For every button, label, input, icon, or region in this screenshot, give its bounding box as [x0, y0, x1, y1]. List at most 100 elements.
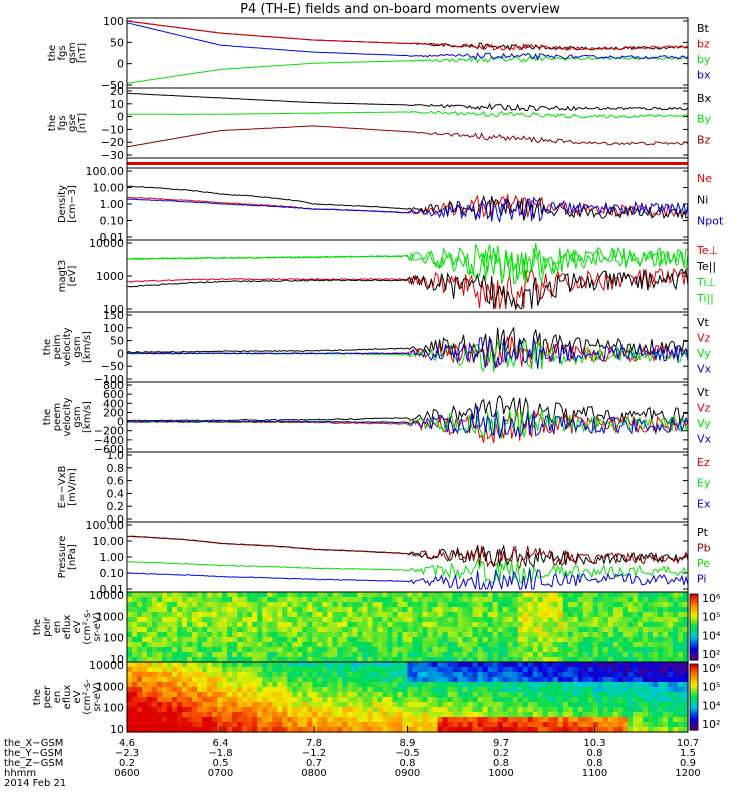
y-axis-label: the [32, 619, 43, 635]
panel-fgs-gsm: 100 50 0 −50 the fgs gsm [nT] Bt bz by bx [47, 15, 711, 92]
legend-entry: Ti|| [696, 292, 714, 305]
x-row-value: 0900 [395, 768, 420, 779]
x-row-value: −0.5 [395, 748, 419, 759]
y-tick-label: 1000 [96, 270, 124, 283]
series-line-By [127, 110, 689, 119]
y-tick-label: 1000 [96, 610, 124, 623]
legend-entry: Bx [697, 92, 712, 105]
y-axis-label: (cm²-s- [82, 679, 93, 715]
legend-entry: Vt [697, 316, 710, 329]
series-line-Bt [126, 20, 689, 52]
y-axis-label: sr-eV) [92, 682, 103, 711]
series-line-by [126, 55, 689, 84]
status-bar [127, 162, 688, 165]
date-label: 2014 Feb 21 [4, 778, 66, 789]
y-tick-label: 50 [110, 36, 124, 49]
x-row-value: 0.8 [400, 758, 416, 769]
y-axis-label: en [52, 621, 63, 634]
y-tick-label: 20 [110, 85, 124, 98]
y-axis-label: (cm²-s- [82, 609, 93, 645]
legend-entry: bx [697, 69, 711, 82]
legend-entry: Pi [697, 573, 706, 586]
series-line-Pi [127, 568, 689, 591]
panel-frame [126, 311, 689, 383]
series-line-Vx [126, 337, 689, 369]
series-line-Bz [126, 125, 689, 148]
x-row-value: 1100 [582, 768, 607, 779]
y-tick-label: 10 [110, 98, 124, 111]
x-row-label: hhmm [4, 768, 36, 779]
series-line-Te⊥ [126, 266, 689, 310]
y-tick-label: 1.00 [100, 198, 125, 211]
x-row-value: 10.3 [583, 738, 605, 749]
y-tick-label: 10 [110, 653, 124, 666]
y-axis-label: velocity [62, 327, 73, 366]
x-row-value: 0700 [208, 768, 233, 779]
legend-entry: Te⊥ [696, 244, 718, 257]
x-row-value: 9.7 [493, 738, 509, 749]
panel-frame [126, 451, 689, 523]
legend-entry: bz [697, 38, 710, 51]
y-axis-label: peir [42, 616, 53, 636]
x-row-value: 0600 [114, 768, 139, 779]
y-axis-label: magt3 [57, 260, 68, 293]
y-tick-label: 0.6 [107, 475, 125, 488]
series-line-Vt [126, 394, 689, 430]
y-axis-label: [mV/m] [67, 468, 78, 506]
x-row-label: the_Y−GSM [4, 748, 63, 759]
x-row-label: the_Z−GSM [4, 758, 63, 769]
series-line-Pe [126, 558, 689, 584]
legend-entry: Pe [697, 557, 710, 570]
panel-efield: 1.00.80.60.40.20.0 E=−VxB [mV/m] Ez Ey Ex [57, 449, 711, 526]
x-axis-annotations: the_X−GSM 4.6 6.4 7.8 8.9 9.7 10.3 10.7 the_Y−GS… [4, 726, 701, 789]
x-row-value: 6.4 [213, 738, 229, 749]
peir-spectrogram-cells [127, 592, 689, 663]
legend-entry: Vy [697, 417, 711, 430]
y-tick-label: −10 [101, 123, 124, 136]
legend-entry: Ex [697, 497, 711, 510]
y-tick-label: −50 [101, 79, 124, 92]
panel-frame [126, 17, 689, 89]
legend-entry: Pb [697, 542, 711, 555]
y-axis-label: gsm [72, 406, 83, 427]
y-tick-label: 100 [103, 702, 124, 715]
legend-entry: Vz [697, 332, 711, 345]
series-line-Vx [126, 406, 689, 439]
x-row-value: 0.5 [213, 758, 229, 769]
y-tick-label: 0.2 [107, 500, 125, 513]
legend-entry: Pt [697, 526, 709, 539]
y-tick-label: 0.01 [100, 583, 125, 596]
legend-entry: Ti⊥ [696, 276, 716, 289]
x-row-value: 4.6 [119, 738, 135, 749]
y-axis-label: fgs [57, 115, 68, 130]
x-row-value: −1.8 [208, 748, 232, 759]
y-axis-label: eV [72, 690, 83, 703]
legend-entry: Npot [697, 215, 724, 228]
legend-entry: By [697, 113, 712, 126]
series-line-Pb [126, 535, 689, 570]
y-tick-label: 10 [110, 723, 124, 736]
y-axis-label: fgs [57, 45, 68, 60]
y-tick-label: 0.4 [107, 487, 125, 500]
y-tick-label: 100.00 [86, 165, 125, 178]
y-tick-label: −600 [94, 443, 124, 456]
colorbar-frame [689, 593, 699, 661]
y-tick-label: 100 [103, 15, 124, 28]
legend-entry: Ni [697, 193, 708, 206]
series-line-Vy [126, 340, 689, 373]
colorbar-label: 10² [702, 648, 720, 661]
y-tick-label: 10000 [89, 589, 124, 602]
y-tick-label: −200 [94, 425, 124, 438]
series-line-Pt [126, 535, 689, 569]
colorbar-labels_top: 10⁶ 10⁵ 10⁴ 10² [689, 592, 721, 661]
panel-frame [126, 239, 689, 313]
y-tick-label: 0 [117, 347, 124, 360]
series-line-Ni [126, 185, 689, 221]
x-row-value: −2.3 [115, 748, 139, 759]
y-tick-label: 100 [103, 322, 124, 335]
y-tick-label: 0 [117, 58, 124, 71]
y-tick-label: 1000 [96, 680, 124, 693]
x-row-value: 0.2 [493, 748, 509, 759]
y-axis-label: gsm [72, 336, 83, 357]
